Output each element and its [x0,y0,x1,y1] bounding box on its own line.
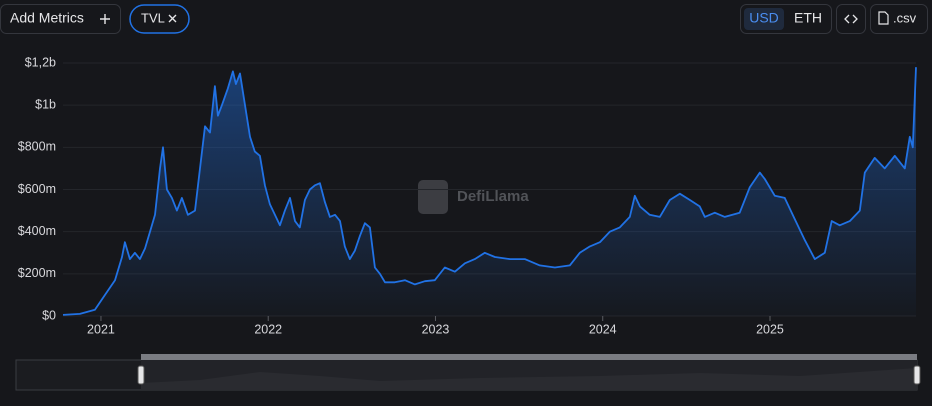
x-tick-label: 2022 [254,322,282,336]
x-tick-label: 2024 [589,322,617,336]
navigator-handle-left[interactable] [137,365,145,385]
button-label: Add Metrics [10,10,84,26]
tvl-line [62,67,917,316]
csv-label: .csv [893,10,917,25]
area-fill [63,67,916,316]
button-frame [0,4,121,34]
csv-button[interactable]: .csv [870,4,928,34]
currency-usd[interactable]: USD [749,10,779,26]
y-tick-label: $1,2b [25,55,56,69]
navigator-scrollbar [141,354,917,360]
navigator-preview [141,368,917,390]
plus-icon [100,14,110,24]
button-frame [870,4,928,34]
code-icon [844,14,858,24]
y-tick-label: $1b [35,97,56,111]
pill-label: TVL [141,10,165,25]
y-tick-label: $400m [18,224,56,238]
x-tick-label: 2021 [87,322,115,336]
pill-frame [129,4,190,34]
metric-pill[interactable]: TVL [129,4,190,34]
x-tick-label: 2025 [756,322,784,336]
add-metrics-button[interactable]: Add Metrics [0,4,121,34]
currency-toggle [740,4,832,34]
embed-button[interactable] [836,4,866,34]
y-tick-label: $0 [42,308,56,322]
close-icon [168,14,177,23]
navigator-handle-right[interactable] [913,365,921,385]
currency-eth[interactable]: ETH [794,10,822,26]
range-navigator[interactable] [15,354,921,391]
y-tick-label: $800m [18,140,56,154]
y-tick-label: $600m [18,182,56,196]
currency-active[interactable] [744,8,784,30]
y-tick-label: $200m [18,266,56,280]
button-frame [836,4,866,34]
x-tick-label: 2023 [422,322,450,336]
watermark-text: DefiLlama [457,188,529,205]
plot-area: $0 $200m $400m $600m $800m $1b $1,2b 2021 2022 20… [18,55,917,336]
watermark: DefiLlama [418,180,529,214]
watermark-logo [418,180,448,214]
file-icon [878,11,889,25]
